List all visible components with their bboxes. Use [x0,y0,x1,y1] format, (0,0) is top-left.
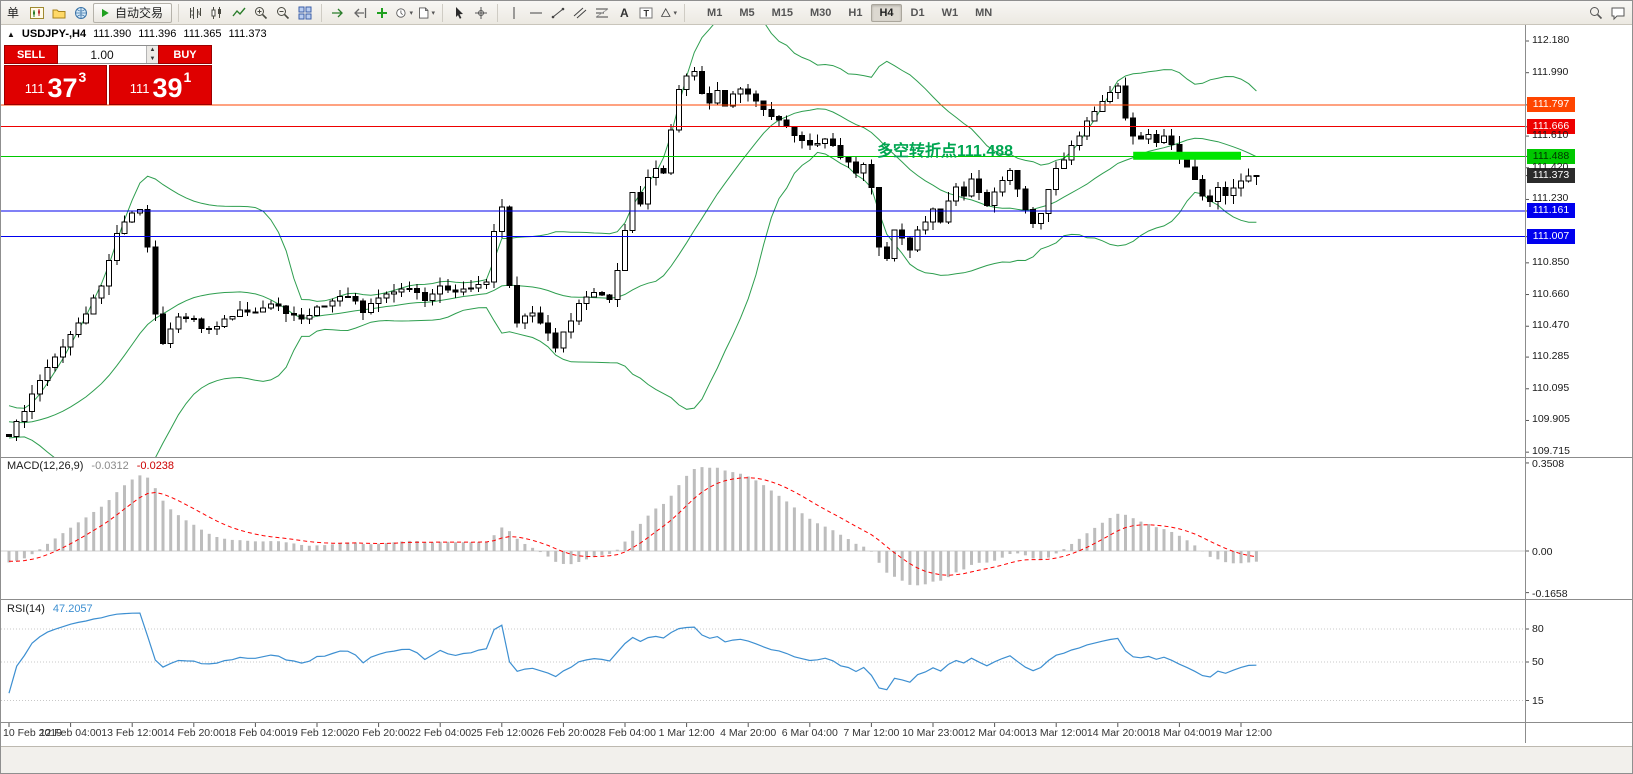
main-toolbar: 单 自动交易 ▾ ▾ A T ▾ M1 M5 [1,1,1632,25]
rsi-label: RSI(14) 47.2057 [7,603,93,615]
zoom-in-icon[interactable] [251,3,271,23]
horizontal-line-tool-icon[interactable] [526,3,546,23]
fibonacci-tool-icon[interactable] [592,3,612,23]
auto-trading-label: 自动交易 [115,6,164,20]
toolbar-separator [684,3,686,22]
sell-price-sup: 3 [78,69,87,85]
macd-name: MACD(12,26,9) [7,460,84,472]
buy-price-base: 111 [129,81,150,96]
market-watch-icon[interactable] [71,3,91,23]
profiles-icon[interactable] [49,3,69,23]
chevron-down-icon: ▾ [673,9,678,17]
lot-decrease-button[interactable]: ▼ [147,54,158,63]
low-value: 111.365 [183,28,222,40]
vertical-line-tool-icon[interactable] [504,3,524,23]
sell-price-button[interactable]: 111 37 3 [4,65,107,105]
buy-price-sup: 1 [183,69,192,85]
rsi-name: RSI(14) [7,603,45,615]
shapes-tool-icon[interactable]: ▾ [658,3,678,23]
lot-size-field[interactable]: 1.00 ▲ ▼ [58,45,158,64]
timeframe-toolbar: M1 M5 M15 M30 H1 H4 D1 W1 MN [699,3,1000,22]
timeframe-m15-button[interactable]: M15 [771,6,793,19]
timeframe-d1-button[interactable]: D1 [910,6,925,19]
tile-windows-icon[interactable] [295,3,315,23]
timeframe-m5-button[interactable]: M5 [739,6,755,19]
sell-button[interactable]: SELL [4,45,58,64]
high-value: 111.396 [138,28,177,40]
timeframe-w1-button[interactable]: W1 [941,6,959,19]
status-bar [1,746,1632,773]
one-click-trading-panel: SELL 1.00 ▲ ▼ BUY 111 37 3 111 39 1 [4,45,212,105]
chevron-down-icon: ▾ [409,9,414,17]
timeframe-h4-button[interactable]: H4 [871,3,902,22]
chart-candles-icon[interactable] [207,3,227,23]
toolbar-separator [321,3,323,22]
buy-price-button[interactable]: 111 39 1 [109,65,212,105]
auto-scroll-icon[interactable] [328,3,348,23]
buy-price-big: 39 [152,73,183,104]
sell-price-big: 37 [47,73,78,104]
toolbar-separator [178,3,180,22]
timeframe-m1-button[interactable]: M1 [707,6,723,19]
toolbar-separator [442,3,444,22]
sell-price-base: 111 [24,81,45,96]
open-value: 111.390 [93,28,132,40]
templates-icon[interactable]: ▾ [416,3,436,23]
chat-icon[interactable] [1608,3,1628,23]
buy-button[interactable]: BUY [158,45,212,64]
zoom-out-icon[interactable] [273,3,293,23]
pivot-annotation[interactable]: 多空转折点111.488 [877,143,1014,160]
one-click-toggle[interactable]: ▲ [7,29,15,39]
text-label-tool-icon[interactable]: T [636,3,656,23]
new-chart-icon[interactable] [27,3,47,23]
lot-increase-button[interactable]: ▲ [147,46,158,55]
svg-text:A: A [620,6,629,20]
crosshair-icon[interactable] [471,3,491,23]
close-value: 111.373 [228,28,267,40]
timeframe-m30-button[interactable]: M30 [810,6,832,19]
lot-size-value[interactable]: 1.00 [90,48,114,62]
rsi-value: 47.2057 [52,603,93,615]
channel-tool-icon[interactable] [570,3,590,23]
symbol-label: USDJPY-,H4 [21,28,87,40]
chart-bars-icon[interactable] [185,3,205,23]
macd-value-signal: -0.0238 [136,460,175,472]
periods-icon[interactable]: ▾ [394,3,414,23]
symbol-ohlc: ▲ USDJPY-,H4 111.390 111.396 111.365 111… [7,28,267,40]
svg-text:T: T [644,8,650,18]
chart-shift-icon[interactable] [350,3,370,23]
toolbar-separator [497,3,499,22]
macd-value-main: -0.0312 [91,460,129,472]
text-tool-icon[interactable]: A [614,3,634,23]
search-icon[interactable] [1586,3,1606,23]
macd-label: MACD(12,26,9) -0.0312 -0.0238 [7,460,174,472]
timeframe-mn-button[interactable]: MN [975,6,993,19]
add-indicator-icon[interactable] [372,3,392,23]
chart-line-icon[interactable] [229,3,249,23]
auto-trading-button[interactable]: 自动交易 [93,2,173,23]
cursor-icon[interactable] [449,3,469,23]
chevron-down-icon: ▾ [431,9,436,17]
auto-trading-play-icon [102,8,109,17]
timeframe-h1-button[interactable]: H1 [848,6,863,19]
orders-menu[interactable]: 单 [7,6,20,20]
trendline-tool-icon[interactable] [548,3,568,23]
